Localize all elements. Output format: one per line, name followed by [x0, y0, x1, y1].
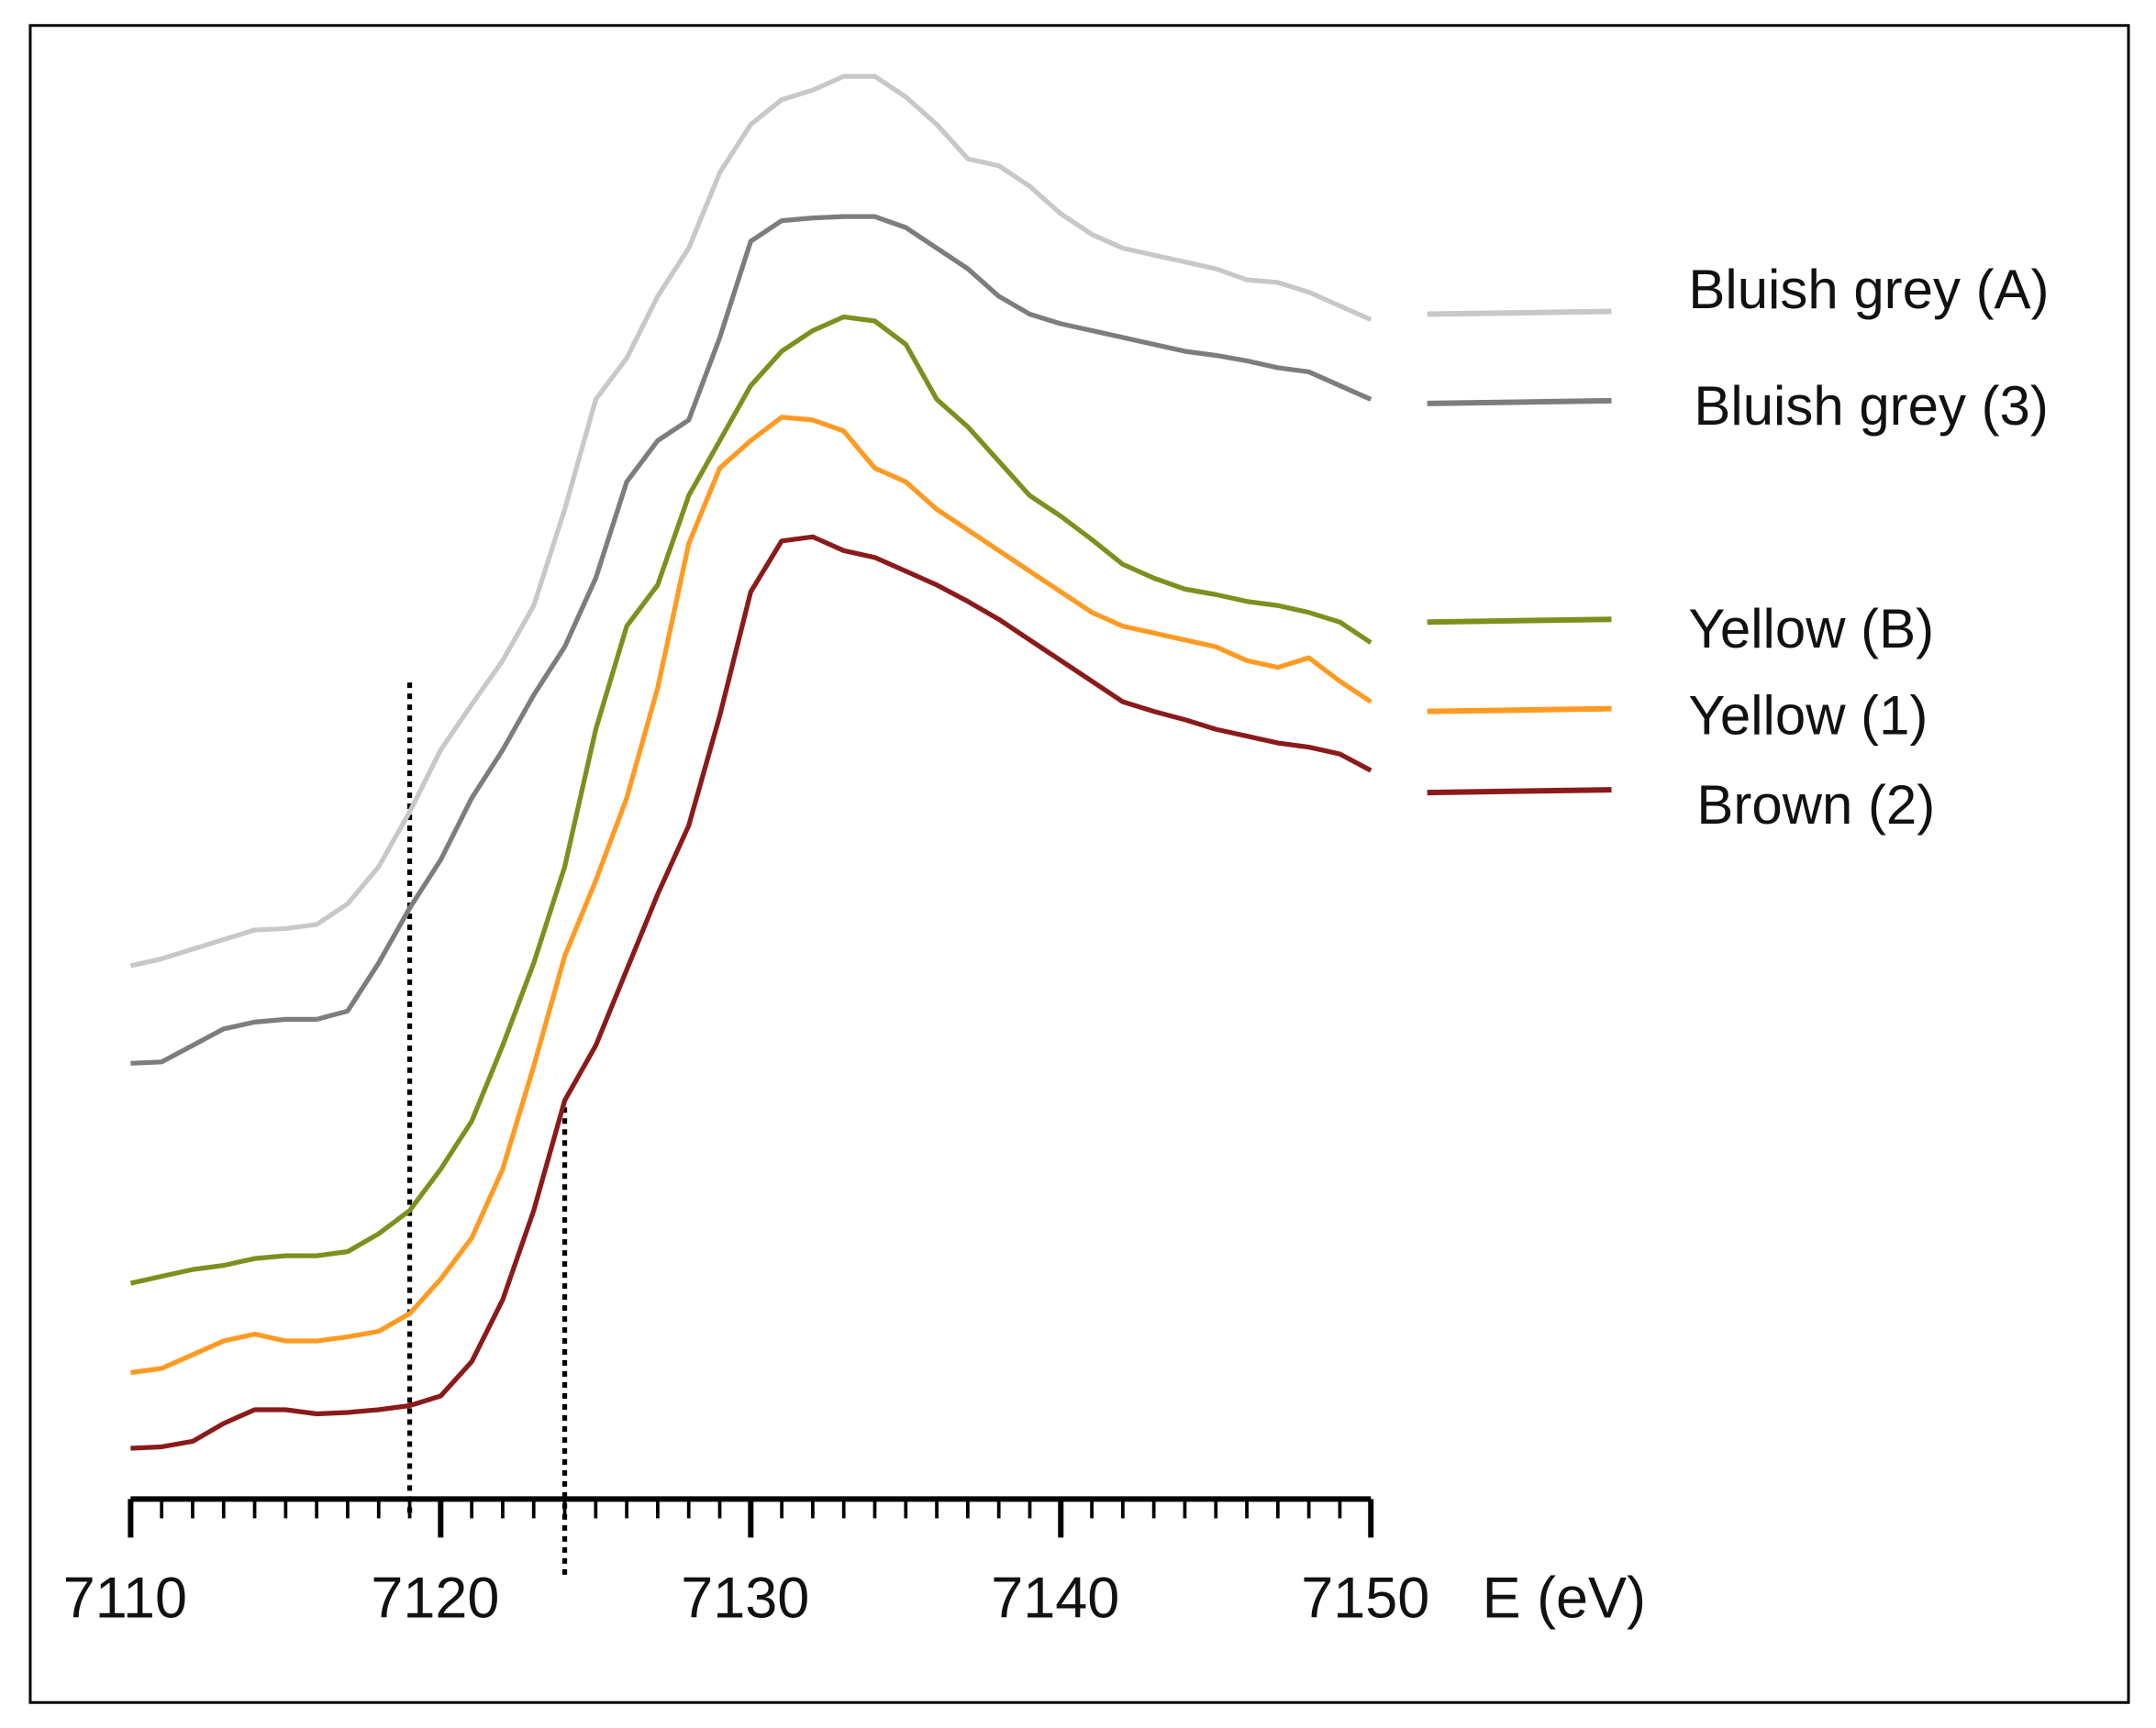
frame	[28, 24, 2130, 1704]
x-tick-label: 7130	[681, 1566, 809, 1630]
x-tick-label: 7110	[63, 1566, 187, 1630]
x-axis-label: E (eV)	[1483, 1566, 1646, 1630]
x-tick-label: 7140	[991, 1566, 1119, 1630]
data-line	[130, 534, 1373, 1451]
legend-label: Yellow (1)	[1688, 684, 1928, 746]
x-tick-label: 7150	[1301, 1566, 1429, 1630]
legend-swatch	[1427, 397, 1612, 406]
x-tick-label: 7120	[371, 1566, 499, 1630]
legend-swatch	[1427, 616, 1612, 626]
data-line	[130, 214, 1373, 1066]
data-line	[129, 73, 1373, 969]
data-line	[130, 415, 1373, 1376]
data-line	[129, 314, 1373, 1286]
legend-label: Bluish grey (3)	[1694, 375, 2048, 437]
legend-swatch	[1427, 308, 1612, 317]
legend-swatch	[1427, 787, 1612, 796]
legend-label: Yellow (B)	[1688, 598, 1934, 659]
legend-swatch	[1427, 705, 1612, 714]
legend-label: Brown (2)	[1696, 774, 1935, 836]
legend-label: Bluish grey (A)	[1688, 259, 2049, 320]
